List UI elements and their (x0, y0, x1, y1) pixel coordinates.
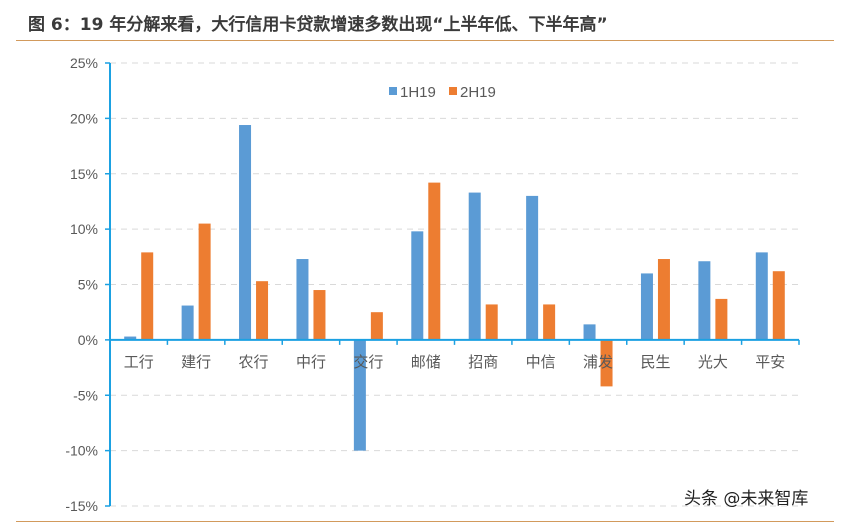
y-axis-labels: 25% 20% 15% 10% 5% 0% -5% -10% -15% (65, 55, 98, 514)
x-tick-label: 建行 (181, 353, 211, 371)
bar-1h19 (755, 252, 768, 340)
x-tick-label: 中行 (296, 353, 326, 371)
x-tick-label: 浦发 (583, 353, 613, 371)
bar-1h19 (411, 231, 424, 340)
x-axis-labels: 工行 建行 农行 中行 交行 邮储 招商 中信 浦发 民生 光大 平安 (124, 353, 786, 371)
bar-2h19 (715, 298, 728, 340)
y-tick-label: -10% (65, 443, 98, 459)
bar-2h19 (485, 304, 498, 340)
y-tick-label: -15% (65, 498, 98, 514)
legend: 1H19 2H19 (389, 84, 496, 101)
bar-2h19 (600, 339, 613, 387)
bar-2h19 (772, 271, 785, 340)
bar-2h19 (198, 223, 211, 340)
bar-1h19 (526, 195, 539, 340)
title-divider (16, 40, 834, 41)
bar-2h19 (657, 259, 670, 340)
y-tick-label: 0% (78, 332, 98, 348)
x-tick-label: 交行 (353, 353, 383, 371)
bar-1h19 (698, 261, 711, 340)
figure-title: 图 6：19 年分解来看，大行信用卡贷款增速多数出现“上半年低、下半年高” (28, 15, 608, 35)
bar-2h19 (141, 252, 154, 340)
x-tick-label: 招商 (468, 353, 498, 371)
x-tick-label: 农行 (239, 353, 269, 371)
bar-2h19 (428, 182, 441, 340)
bar-2h19 (543, 304, 556, 340)
x-tick-label: 工行 (124, 353, 154, 371)
axes (105, 62, 800, 507)
x-tick-label: 邮储 (411, 353, 441, 371)
bar-1h19 (296, 259, 309, 340)
bar-1h19 (583, 324, 596, 340)
bar-1h19 (353, 339, 366, 451)
y-tick-label: 25% (70, 55, 98, 71)
bar-1h19 (640, 273, 653, 340)
bar-1h19 (124, 336, 137, 340)
watermark: 头条 @未来智库 (684, 489, 809, 509)
y-tick-label: 5% (78, 277, 98, 293)
legend-swatch-1h19 (389, 87, 397, 95)
bar-1h19 (181, 305, 194, 340)
gridlines (110, 62, 799, 507)
bar-2h19 (256, 281, 269, 340)
legend-label-1h19: 1H19 (400, 84, 436, 101)
x-tick-label: 民生 (640, 353, 670, 371)
bar-1h19 (468, 192, 481, 340)
x-tick-label: 光大 (698, 353, 728, 371)
bars (124, 125, 785, 451)
x-tick-label: 平安 (755, 353, 785, 371)
y-tick-label: 20% (70, 110, 98, 126)
bar-2h19 (313, 290, 326, 340)
y-tick-label: -5% (73, 387, 98, 403)
x-tick-label: 中信 (526, 353, 556, 371)
y-tick-label: 15% (70, 166, 98, 182)
bottom-divider (16, 521, 834, 522)
bar-1h19 (239, 125, 252, 340)
y-tick-label: 10% (70, 221, 98, 237)
bar-2h19 (370, 312, 383, 340)
legend-swatch-2h19 (449, 87, 457, 95)
legend-label-2h19: 2H19 (460, 84, 496, 101)
